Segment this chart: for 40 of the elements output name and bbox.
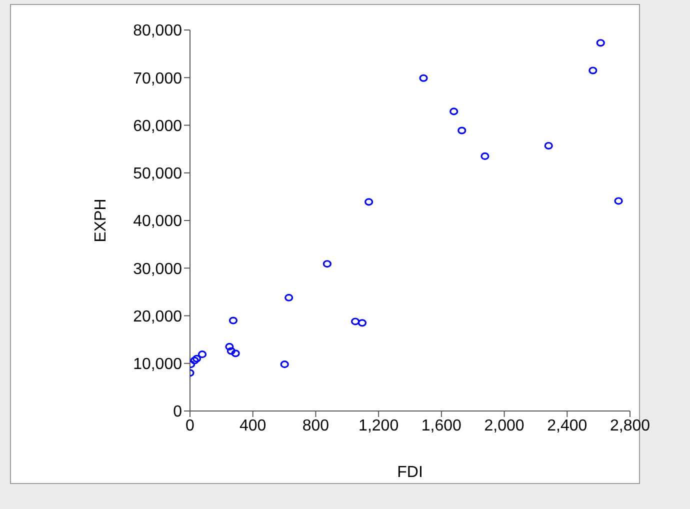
y-tick-label: 60,000 (133, 118, 182, 135)
point (614, 197, 623, 205)
x-tick-label: 1,600 (421, 417, 462, 434)
point (190, 356, 199, 364)
point (231, 350, 240, 358)
y-tick-label: 20,000 (133, 308, 182, 326)
y-tick-label: 50,000 (133, 166, 182, 183)
point (351, 318, 360, 326)
x-tick-label: 400 (240, 417, 266, 434)
x-tick-label: 2,800 (610, 417, 650, 434)
point (480, 152, 490, 160)
y-tick-label: 10,000 (133, 356, 182, 374)
y-tick-label: 30,000 (133, 260, 182, 278)
x-tick-label: 800 (302, 417, 330, 434)
point (280, 360, 289, 368)
x-tick-label: 0 (186, 417, 195, 434)
point (284, 294, 294, 302)
y-tick-label: 40,000 (133, 213, 182, 230)
point (226, 347, 236, 355)
point (419, 74, 428, 82)
point (596, 39, 605, 47)
point (450, 108, 458, 116)
point (358, 319, 367, 327)
point (322, 260, 332, 268)
point (544, 142, 553, 150)
point (192, 354, 202, 362)
y-tick-label: 70,000 (133, 70, 182, 88)
point (198, 350, 207, 358)
point (364, 198, 374, 206)
y-tick-label: 0 (173, 404, 182, 421)
point (458, 126, 466, 134)
x-tick-label: 2,000 (484, 417, 524, 434)
x-axis-title: FDI (397, 464, 423, 481)
y-tick-label: 80,000 (133, 22, 182, 40)
y-axis-title: EXPH (92, 198, 110, 242)
x-tick-label: 1,200 (358, 417, 399, 434)
point (588, 66, 598, 74)
x-tick-label: 2,400 (547, 417, 588, 434)
point (225, 342, 234, 350)
point (228, 316, 238, 324)
